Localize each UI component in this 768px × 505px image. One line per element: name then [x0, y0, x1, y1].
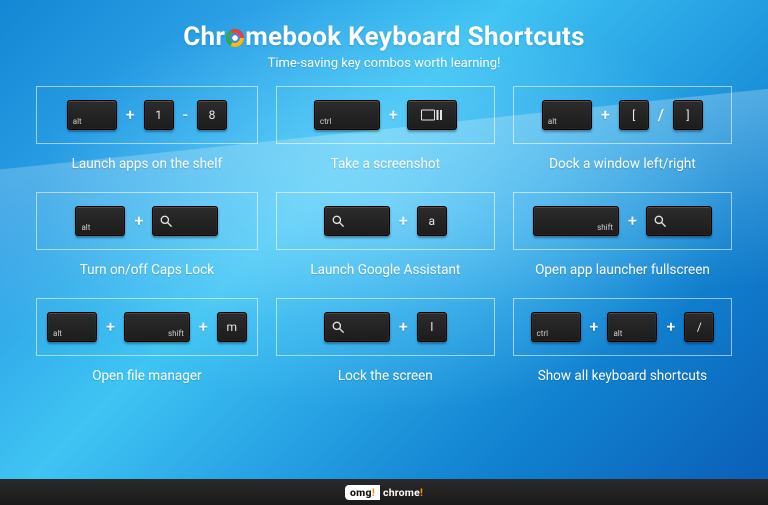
- keycap-label: a: [418, 214, 446, 228]
- keycap-label: ]: [674, 108, 702, 122]
- shortcut-description: Open app launcher fullscreen: [513, 262, 732, 278]
- key-separator: +: [589, 319, 600, 335]
- key-separator: +: [627, 213, 638, 229]
- shortcut-keybox: alt +: [36, 192, 258, 250]
- keycap: 8: [197, 100, 227, 130]
- shortcut-keybox: alt +1-8: [36, 86, 258, 144]
- keycap-label: alt: [81, 223, 90, 232]
- page-title: Chr mebook Keyboard Shortcuts: [0, 22, 768, 52]
- keycap-label: shift: [168, 329, 184, 338]
- key-separator: -: [182, 107, 189, 123]
- key-separator: /: [657, 107, 665, 123]
- search-icon: [325, 313, 389, 341]
- keycap-label: alt: [53, 329, 62, 338]
- keycap: [407, 100, 457, 130]
- footer-boxed: omg: [350, 486, 372, 499]
- keycap-label: [: [620, 108, 648, 122]
- shortcut-card: shift + Open app launcher fullscreen: [513, 192, 732, 278]
- keycap: [324, 206, 390, 236]
- footer-brand: chrome: [383, 486, 420, 499]
- keycap: [152, 206, 218, 236]
- keycap: shift: [533, 206, 619, 236]
- footer: omg! chrome!: [0, 479, 768, 505]
- shortcut-keybox: +l: [276, 298, 495, 356]
- shortcut-keybox: shift +: [513, 192, 732, 250]
- shortcut-description: Launch Google Assistant: [276, 262, 495, 278]
- footer-bang-1: !: [372, 486, 375, 499]
- keycap: alt: [67, 100, 117, 130]
- footer-bang-2: !: [420, 486, 423, 499]
- keycap-label: alt: [73, 117, 82, 126]
- title-pre: Chr: [183, 22, 225, 52]
- keycap: ctrl: [314, 100, 380, 130]
- keycap: alt: [607, 312, 657, 342]
- keycap: alt: [542, 100, 592, 130]
- key-separator: +: [398, 213, 409, 229]
- header: Chr mebook Keyboard Shortcuts Time-saving…: [0, 0, 768, 71]
- page-subtitle: Time-saving key combos worth learning!: [0, 56, 768, 71]
- shortcut-description: Dock a window left/right: [513, 156, 732, 172]
- keycap: a: [417, 206, 447, 236]
- shortcut-grid: alt +1-8 Launch apps on the shelf ctrl + Take…: [36, 86, 732, 384]
- keycap-label: ctrl: [537, 329, 548, 338]
- shortcut-description: Show all keyboard shortcuts: [513, 368, 732, 384]
- shortcut-keybox: ctrl +: [276, 86, 495, 144]
- shortcut-card: alt +1-8 Launch apps on the shelf: [36, 86, 258, 172]
- shortcut-description: Open file manager: [36, 368, 258, 384]
- shortcut-card: alt + shift + m Open file manager: [36, 298, 258, 384]
- key-separator: +: [600, 107, 611, 123]
- shortcut-keybox: alt + [ /]: [513, 86, 732, 144]
- keycap-label: shift: [597, 223, 613, 232]
- overview-icon: [408, 101, 456, 129]
- keycap-label: 8: [198, 108, 226, 122]
- shortcut-card: +lLock the screen: [276, 298, 495, 384]
- keycap-label: m: [218, 320, 246, 334]
- chrome-logo-icon: [226, 29, 244, 47]
- keycap: l: [417, 312, 447, 342]
- shortcut-card: ctrl + Take a screenshot: [276, 86, 495, 172]
- shortcut-description: Turn on/off Caps Lock: [36, 262, 258, 278]
- keycap: shift: [124, 312, 190, 342]
- title-post: mebook Keyboard Shortcuts: [245, 22, 585, 52]
- key-separator: +: [198, 319, 209, 335]
- keycap: [324, 312, 390, 342]
- key-separator: +: [398, 319, 409, 335]
- keycap-label: l: [418, 320, 446, 334]
- search-icon: [647, 207, 711, 235]
- site-badge: omg! chrome!: [345, 485, 423, 500]
- shortcut-card: alt + [ /] Dock a window left/right: [513, 86, 732, 172]
- search-icon: [325, 207, 389, 235]
- keycap: alt: [47, 312, 97, 342]
- keycap: m: [217, 312, 247, 342]
- shortcut-card: ctrl + alt + / Show all keyboard shortcuts: [513, 298, 732, 384]
- keycap-label: alt: [613, 329, 622, 338]
- shortcut-description: Lock the screen: [276, 368, 495, 384]
- keycap-label: 1: [145, 108, 173, 122]
- key-separator: +: [665, 319, 676, 335]
- shortcut-description: Launch apps on the shelf: [36, 156, 258, 172]
- keycap: /: [684, 312, 714, 342]
- keycap-label: ctrl: [320, 117, 331, 126]
- key-separator: +: [388, 107, 399, 123]
- key-separator: +: [133, 213, 144, 229]
- keycap: [: [619, 100, 649, 130]
- keycap-label: /: [685, 320, 713, 334]
- keycap: ]: [673, 100, 703, 130]
- keycap: [646, 206, 712, 236]
- keycap: alt: [75, 206, 125, 236]
- shortcut-description: Take a screenshot: [276, 156, 495, 172]
- keycap-label: alt: [548, 117, 557, 126]
- search-icon: [153, 207, 217, 235]
- shortcut-keybox: alt + shift + m: [36, 298, 258, 356]
- shortcut-card: alt + Turn on/off Caps Lock: [36, 192, 258, 278]
- keycap: ctrl: [531, 312, 581, 342]
- key-separator: +: [105, 319, 116, 335]
- shortcut-keybox: ctrl + alt + /: [513, 298, 732, 356]
- shortcut-card: +aLaunch Google Assistant: [276, 192, 495, 278]
- keycap: 1: [144, 100, 174, 130]
- shortcut-keybox: +a: [276, 192, 495, 250]
- key-separator: +: [125, 107, 136, 123]
